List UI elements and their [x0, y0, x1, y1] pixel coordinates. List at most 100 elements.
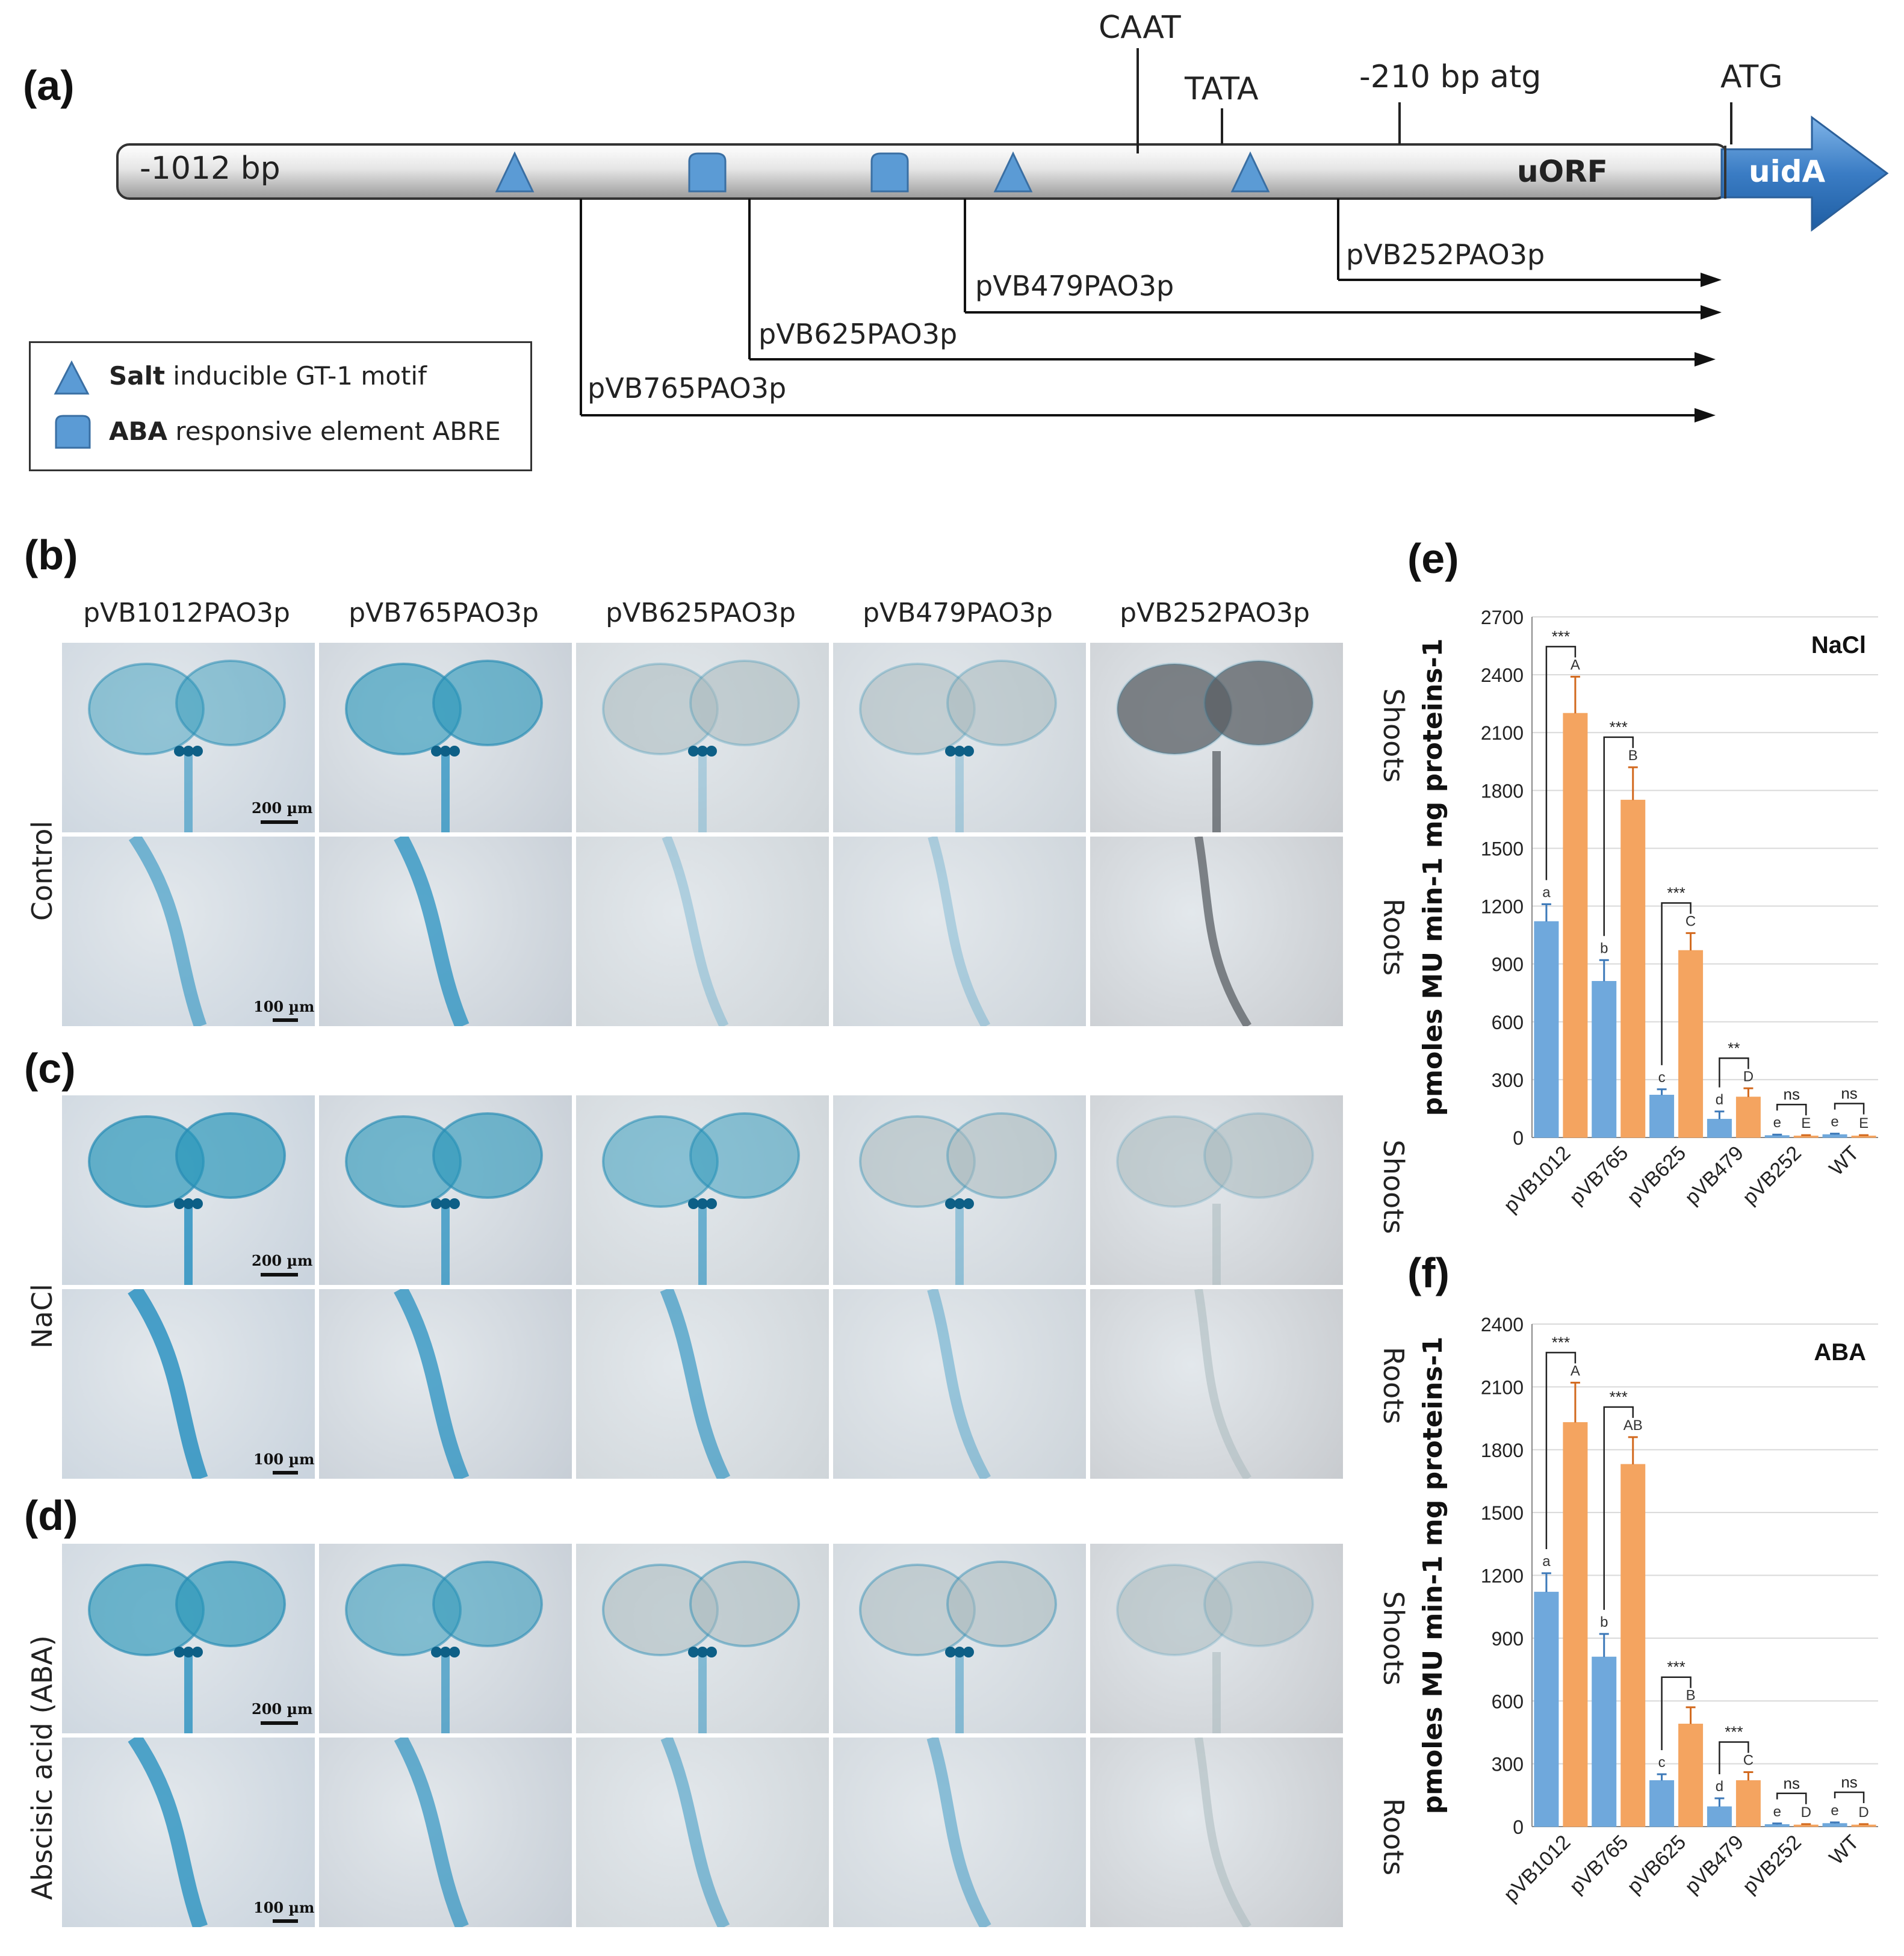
x-tick-label: WT — [1825, 1831, 1863, 1869]
significance-bracket — [1545, 1352, 1577, 1550]
meristem-spot — [954, 1647, 965, 1657]
cotyledon-shape — [432, 660, 543, 746]
root-shape — [926, 1738, 991, 1927]
x-tick-label: pVB479 — [1681, 1831, 1748, 1898]
significance-marker: ** — [1728, 1039, 1740, 1057]
significance-marker: *** — [1610, 1388, 1628, 1406]
meristem-spot — [192, 1198, 203, 1209]
cotyledon-shape — [1203, 1112, 1314, 1199]
cotyledon-shape — [946, 1561, 1057, 1647]
significance-bracket — [1545, 646, 1577, 881]
meristem-spot — [440, 1647, 451, 1657]
meristem-spot — [183, 1647, 194, 1657]
bar — [1649, 1095, 1675, 1138]
promoter-diagram — [116, 48, 1889, 422]
meristem-spot — [697, 1647, 708, 1657]
column-title: pVB479PAO3p — [863, 598, 1053, 628]
x-tick-label: pVB252 — [1738, 1831, 1805, 1898]
meristem-spot — [697, 746, 708, 757]
significance-letter: b — [1600, 940, 1608, 956]
abre-motif — [870, 152, 909, 193]
bar — [1592, 981, 1617, 1138]
y-tick-label: 2700 — [1481, 607, 1524, 628]
meristem-spot — [945, 746, 956, 757]
cotyledon-shape — [432, 1561, 543, 1647]
meristem-spot — [431, 1198, 442, 1209]
scale-bar — [261, 820, 298, 824]
meristem-spot — [431, 1647, 442, 1657]
root-micrograph — [1090, 837, 1343, 1026]
root-micrograph — [576, 837, 829, 1026]
significance-letter: D — [1858, 1804, 1868, 1821]
panel-label-b: (b) — [24, 531, 78, 578]
significance-letter: b — [1600, 1614, 1608, 1630]
legend-aba: ABA responsive element ABRE — [109, 416, 501, 446]
root-micrograph — [833, 837, 1086, 1026]
y-tick-label: 900 — [1492, 954, 1524, 976]
bar — [1822, 1134, 1847, 1138]
significance-letter: B — [1686, 1688, 1696, 1704]
bar — [1851, 1135, 1876, 1138]
scale-bar-label: 100 µm — [253, 1899, 315, 1916]
x-tick-label: pVB625 — [1623, 1831, 1690, 1898]
scale-bar — [273, 1018, 298, 1022]
meristem-spot — [688, 1198, 699, 1209]
meristem-spot — [449, 1647, 460, 1657]
significance-letter: e — [1831, 1803, 1838, 1819]
root-shape — [394, 837, 470, 1026]
root-shape — [394, 1289, 470, 1479]
significance-letter: B — [1628, 747, 1638, 764]
cotyledon-shape — [602, 1115, 719, 1208]
meristem-spot — [688, 746, 699, 757]
bar — [1764, 1135, 1790, 1138]
significance-bracket — [1834, 1791, 1865, 1804]
root-micrograph: 100 µm — [62, 1738, 315, 1927]
cotyledon-shape — [432, 1112, 543, 1199]
bar — [1735, 1097, 1761, 1138]
cotyledon-shape — [88, 663, 205, 755]
x-tick-label: pVB765 — [1565, 1831, 1633, 1898]
y-axis-label: pmoles MU min-1 mg proteins-1 — [1418, 639, 1448, 1116]
uida-arrow — [1720, 116, 1889, 232]
significance-marker: *** — [1610, 718, 1628, 736]
root-shape — [927, 1289, 991, 1479]
column-title: pVB252PAO3p — [1120, 598, 1310, 628]
root-micrograph — [319, 1289, 572, 1479]
y-tick-label: 1500 — [1481, 1502, 1524, 1524]
y-tick-label: 1200 — [1481, 896, 1524, 918]
bar — [1678, 1724, 1704, 1827]
condition-label: Control — [26, 820, 58, 921]
y-tick-label: 1200 — [1481, 1565, 1524, 1587]
meristem-spot — [174, 1647, 185, 1657]
shoot-micrograph — [319, 1095, 572, 1285]
significance-letter: a — [1542, 884, 1551, 900]
bar — [1563, 1422, 1588, 1827]
uida-label: uidA — [1749, 154, 1826, 189]
meristem-spot — [963, 1647, 974, 1657]
shoot-micrograph — [576, 1544, 829, 1733]
root-shape — [1194, 837, 1251, 1026]
significance-letter: E — [1801, 1115, 1811, 1131]
bar — [1793, 1135, 1819, 1138]
meristem-spot — [449, 746, 460, 757]
meristem-spot — [945, 1647, 956, 1657]
cotyledon-shape — [689, 1561, 800, 1647]
x-tick-label: pVB1012 — [1499, 1142, 1575, 1218]
meristem-spot — [449, 1198, 460, 1209]
scale-bar — [273, 1471, 298, 1475]
shoot-micrograph: 200 µm — [62, 1544, 315, 1733]
column-title: pVB625PAO3p — [606, 598, 796, 628]
meristem-spot — [440, 1198, 451, 1209]
shoot-micrograph — [319, 643, 572, 832]
significance-marker: ns — [1784, 1085, 1800, 1103]
caat-label: CAAT — [1099, 10, 1181, 46]
bar — [1707, 1806, 1732, 1827]
bar — [1735, 1780, 1761, 1827]
y-tick-label: 900 — [1492, 1628, 1524, 1650]
shoot-micrograph — [1090, 643, 1343, 832]
bar — [1620, 1464, 1646, 1827]
significance-letter: E — [1859, 1115, 1868, 1131]
bar — [1822, 1823, 1847, 1827]
significance-letter: d — [1716, 1778, 1723, 1795]
y-tick-label: 1500 — [1481, 838, 1524, 859]
